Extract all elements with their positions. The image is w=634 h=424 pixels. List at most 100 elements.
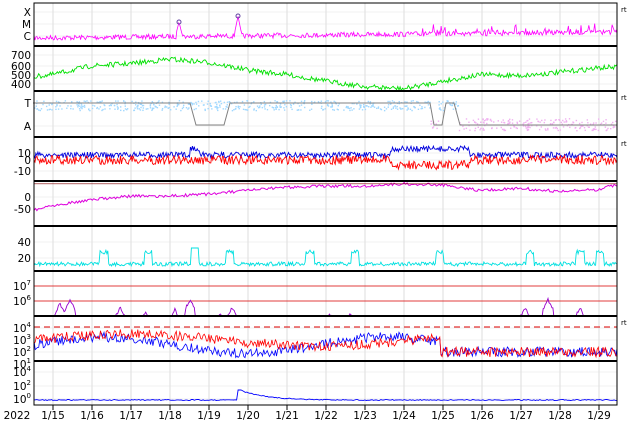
imf-point <box>279 105 281 107</box>
imf-point <box>165 106 168 108</box>
y-tick-label: -10 <box>14 166 31 178</box>
imf-point <box>545 129 547 131</box>
imf-point <box>282 100 284 103</box>
imf-point <box>164 105 166 107</box>
imf-point <box>303 101 305 104</box>
imf-point <box>216 105 218 108</box>
imf-point <box>233 109 235 111</box>
imf-point <box>390 108 393 110</box>
series-layer <box>33 13 618 402</box>
outer-frame <box>33 2 618 406</box>
imf-point <box>483 122 485 124</box>
imf-point <box>255 109 257 112</box>
imf-point <box>373 106 376 108</box>
imf-point <box>333 100 335 103</box>
imf-point <box>569 126 571 129</box>
imf-point <box>193 108 196 111</box>
imf-point <box>83 100 85 102</box>
y-tick-label: -50 <box>14 204 31 216</box>
imf-point <box>350 107 352 109</box>
imf-point <box>89 109 91 112</box>
imf-point <box>438 104 440 106</box>
imf-point <box>435 123 437 125</box>
imf-point <box>264 108 266 110</box>
imf-point <box>48 108 51 111</box>
imf-point <box>372 104 374 107</box>
imf-point <box>55 100 58 103</box>
imf-point <box>151 109 153 112</box>
imf-point <box>347 107 350 109</box>
imf-point <box>516 122 519 124</box>
y-tick-label: 107 <box>13 279 31 293</box>
imf-point <box>71 101 73 103</box>
x-tick-label: 1/27 <box>509 410 533 422</box>
y-tick-label: 10 <box>18 148 31 160</box>
imf-point <box>491 127 493 130</box>
imf-point <box>387 104 390 106</box>
imf-point <box>117 108 119 110</box>
imf-point <box>182 101 184 103</box>
imf-point <box>219 106 221 108</box>
x-tick-label: 1/21 <box>275 410 299 422</box>
imf-point <box>46 109 49 111</box>
imf-point <box>353 102 355 105</box>
imf-point <box>383 106 386 108</box>
imf-point <box>356 103 358 105</box>
imf-point <box>455 101 458 103</box>
imf-point <box>269 101 272 104</box>
x-tick-label: 1/29 <box>587 410 611 422</box>
imf-point <box>405 105 407 107</box>
imf-point <box>592 122 595 124</box>
imf-point <box>290 106 292 109</box>
imf-point <box>502 119 504 121</box>
imf-point <box>113 104 116 107</box>
imf-point <box>581 121 583 124</box>
imf-point <box>606 129 608 131</box>
imf-point <box>100 101 102 103</box>
imf-point <box>181 107 184 110</box>
imf-point <box>260 103 262 106</box>
imf-point <box>156 106 159 109</box>
imf-point <box>142 104 145 107</box>
imf-point <box>331 105 334 107</box>
imf-point <box>531 124 533 127</box>
imf-point <box>529 126 531 129</box>
imf-point <box>528 124 530 127</box>
imf-point <box>531 121 533 124</box>
imf-point <box>430 123 432 125</box>
imf-point <box>424 101 426 103</box>
imf-point <box>297 109 300 111</box>
imf-point <box>500 126 502 129</box>
imf-point <box>78 103 80 105</box>
imf-point <box>78 108 81 110</box>
imf-point <box>497 120 499 122</box>
imf-point <box>283 107 285 109</box>
imf-point <box>482 121 485 123</box>
imf-point <box>56 104 58 106</box>
imf-point <box>222 108 224 110</box>
imf-point <box>79 109 81 112</box>
imf-point <box>135 101 137 103</box>
imf-point <box>383 109 386 112</box>
imf-point <box>48 104 50 106</box>
proton-red-series <box>33 329 618 359</box>
imf-point <box>195 101 197 104</box>
imf-point <box>501 128 504 131</box>
imf-point <box>45 105 48 108</box>
imf-point <box>437 120 440 122</box>
imf-point <box>604 126 607 128</box>
imf-point <box>566 125 569 127</box>
imf-point <box>59 105 61 107</box>
imf-point <box>253 101 255 103</box>
imf-point <box>116 103 118 106</box>
imf-point <box>151 108 154 111</box>
imf-point <box>39 109 41 112</box>
imf-point <box>259 105 261 107</box>
imf-point <box>173 106 175 108</box>
imf-point <box>51 109 53 111</box>
imf-point <box>276 101 279 103</box>
imf-point <box>538 128 541 131</box>
imf-point <box>195 107 197 110</box>
imf-point <box>261 106 264 109</box>
imf-point <box>149 104 152 106</box>
